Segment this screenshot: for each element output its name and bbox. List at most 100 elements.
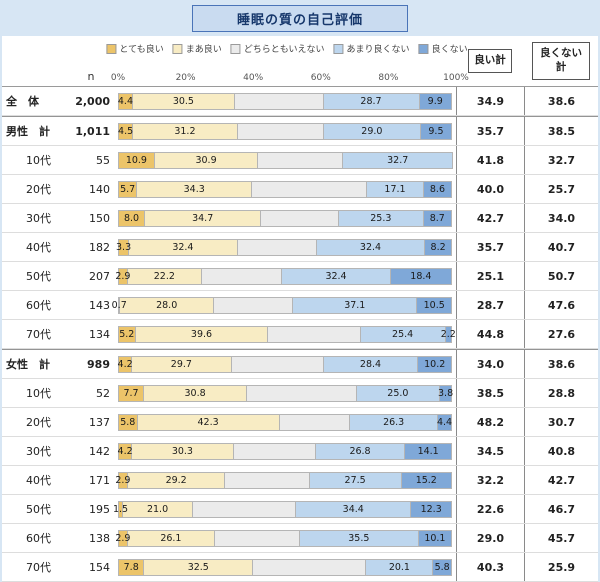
- bar-segment: [252, 558, 367, 576]
- bad-total-value: 30.7: [524, 408, 598, 436]
- bar-segment-value: 7.8: [123, 561, 139, 573]
- bar-segment-value: 12.3: [420, 503, 442, 515]
- row-n-value: 2,000: [75, 94, 110, 108]
- bar-segment-value: 30.9: [195, 154, 217, 166]
- bar-segment-value: 32.4: [172, 241, 194, 253]
- row-label: 30代: [26, 212, 51, 225]
- bar-segment-value: 10.2: [424, 358, 446, 370]
- bad-total-value: 50.7: [524, 262, 598, 290]
- bar-segment-value: 2.9: [115, 474, 131, 486]
- bar-segment: 8.2: [424, 238, 452, 256]
- bar-segment-value: 39.6: [190, 328, 213, 340]
- bar-segment: 3.3: [116, 238, 132, 256]
- stacked-bar: 7.8 32.5 20.1 5.8: [118, 558, 456, 576]
- bad-total-value: 38.6: [524, 350, 598, 378]
- bar-segment: 34.3: [136, 180, 253, 198]
- good-total-value: 35.7: [456, 117, 524, 145]
- row-n-value: 195: [89, 502, 110, 516]
- bad-total-value: 38.6: [524, 87, 598, 115]
- bar-segment: 7.8: [118, 558, 145, 576]
- row-n-value: 138: [89, 531, 110, 545]
- bar-segment: 28.7: [322, 92, 420, 110]
- bar-segment: 8.7: [422, 209, 452, 227]
- bar-cell: 2.9 29.2 27.5 15.2: [115, 466, 456, 494]
- legend-item: あまり良くない: [333, 42, 410, 55]
- legend-swatch: [418, 43, 429, 54]
- bar-segment: [232, 442, 316, 460]
- table-row: 60代 138 2.9 26.1 35.5 10.1 29.0 45.7: [2, 524, 598, 553]
- bar-segment-value: 27.5: [344, 474, 366, 486]
- legend-item: どちらともいえない: [230, 42, 325, 55]
- bar-segment: 2.9: [115, 529, 130, 547]
- bar-segment: 28.4: [322, 355, 419, 373]
- bad-total-value: 34.0: [524, 204, 598, 232]
- rows: 全 体 2,000 4.4 30.5 28.7 9.9 34.9 38.6 男性 計 …: [2, 86, 598, 582]
- bar-segment: 10.1: [417, 529, 452, 547]
- good-total-value: 35.7: [456, 233, 524, 261]
- bar-segment: [236, 122, 324, 140]
- bar-segment: 26.3: [349, 413, 439, 431]
- good-total-value: 38.5: [456, 379, 524, 407]
- bar-segment-value: 4.2: [117, 358, 133, 370]
- bar-segment-value: 1.5: [112, 503, 129, 515]
- stacked-bar: 0.7 28.0 37.1 10.5: [112, 296, 456, 314]
- legend-item: まあ良い: [172, 42, 222, 55]
- row-label: 70代: [26, 328, 51, 341]
- bar-segment: 30.5: [131, 92, 235, 110]
- bar-segment: 5.7: [118, 180, 138, 198]
- legend-swatch: [230, 43, 241, 54]
- row-n-value: 55: [96, 153, 110, 167]
- bar-segment-value: 10.5: [423, 299, 445, 311]
- bar-segment: [260, 209, 340, 227]
- bar-segment-value: 8.6: [429, 183, 445, 195]
- bar-segment-value: 2.2: [440, 328, 456, 340]
- bar-segment: 35.5: [298, 529, 419, 547]
- good-total-value: 44.8: [456, 320, 524, 348]
- legend-label: あまり良くない: [346, 45, 410, 55]
- bar-cell: 4.2 30.3 26.8 14.1: [118, 437, 456, 465]
- bar-segment: 17.1: [366, 180, 424, 198]
- table-row: 10代 52 7.7 30.8 25.0 3.8 38.5 28.8: [2, 379, 598, 408]
- table-row: 70代 154 7.8 32.5 20.1 5.8 40.3 25.9: [2, 553, 598, 582]
- bar-segment-value: 14.1: [417, 445, 439, 457]
- good-total-header-cell: 良い計: [456, 36, 524, 86]
- bar-segment: 9.5: [419, 122, 452, 140]
- bar-cell: 10.9 30.9 32.7: [118, 146, 456, 174]
- axis-tick: 100%: [443, 73, 469, 83]
- bar-cell: 8.0 34.7 25.3 8.7: [118, 204, 456, 232]
- bar-segment-value: 28.4: [359, 358, 382, 370]
- legend-swatch: [333, 43, 344, 54]
- table-row: 60代 143 0.7 28.0 37.1 10.5 28.7 47.6: [2, 291, 598, 320]
- row-n-value: 154: [89, 560, 110, 574]
- bar-segment: 4.5: [118, 122, 134, 140]
- legend-item: 良くない: [418, 42, 468, 55]
- bar-segment: 0.7: [112, 296, 127, 314]
- table-row: 全 体 2,000 4.4 30.5 28.7 9.9 34.9 38.6: [2, 87, 598, 116]
- row-n-value: 52: [96, 386, 110, 400]
- legend-swatch: [106, 43, 117, 54]
- bar-segment-value: 30.5: [172, 95, 194, 107]
- bar-segment: 37.1: [292, 296, 418, 314]
- bad-total-value: 45.7: [524, 524, 598, 552]
- table-row: 20代 137 5.8 42.3 26.3 4.4 48.2 30.7: [2, 408, 598, 437]
- table-row: 30代 142 4.2 30.3 26.8 14.1 34.5 40.8: [2, 437, 598, 466]
- bar-segment: 10.9: [118, 151, 155, 169]
- bar-segment: 14.1: [404, 442, 452, 460]
- bad-total-value: 47.6: [524, 291, 598, 319]
- row-label: 60代: [26, 299, 51, 312]
- bar-segment: 20.1: [365, 558, 434, 576]
- bar-segment-value: 26.1: [160, 532, 182, 544]
- bar-segment: 7.7: [118, 384, 145, 402]
- table-row: 10代 55 10.9 30.9 32.7 41.8 32.7: [2, 146, 598, 175]
- table-row: 30代 150 8.0 34.7 25.3 8.7 42.7 34.0: [2, 204, 598, 233]
- bar-segment-value: 3.3: [116, 241, 132, 253]
- bar-cell: 5.8 42.3 26.3 4.4: [118, 408, 456, 436]
- bar-segment: 4.2: [118, 442, 133, 460]
- bar-cell: 7.8 32.5 20.1 5.8: [118, 553, 456, 581]
- good-total-value: 40.0: [456, 175, 524, 203]
- bar-segment: 1.5: [113, 500, 128, 518]
- row-n-value: 989: [87, 357, 110, 371]
- bar-segment-value: 2.9: [115, 270, 131, 282]
- stacked-bar: 7.7 30.8 25.0 3.8: [118, 384, 456, 402]
